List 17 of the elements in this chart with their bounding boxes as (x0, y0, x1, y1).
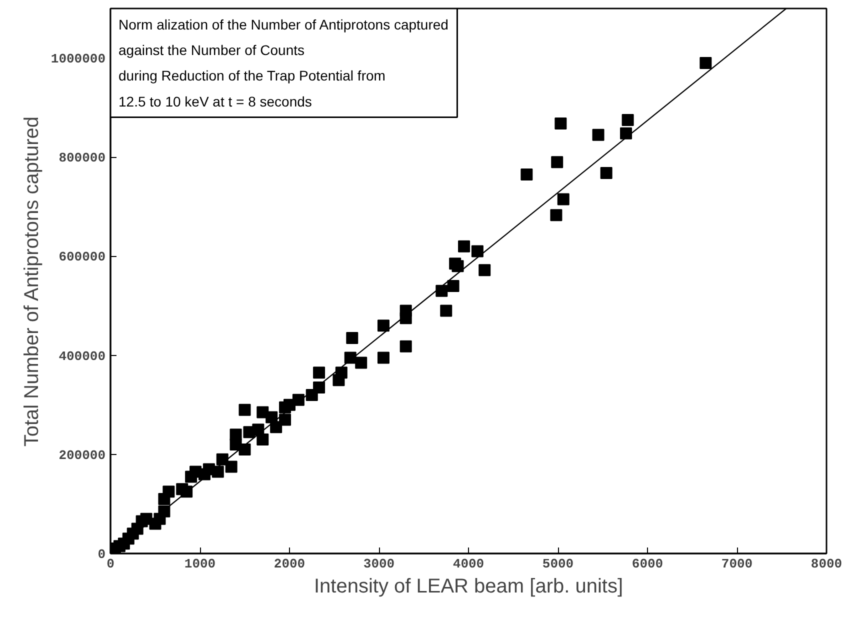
x-tick-label: 6000 (632, 556, 664, 572)
y-axis-title: Total Number of Antiprotons captured (20, 116, 43, 447)
x-tick-label: 4000 (452, 556, 484, 572)
x-tick-label: 1000 (184, 556, 216, 572)
text: Norm alization of the Number of Antiprotons captured against the Number of Counts during Reduction of the Trap Potential from 12.5 to 10 keV at t = 8 seconds (118, 16, 448, 110)
y-tick-label: 0 (98, 547, 106, 562)
y-tick-label: 1000000 (50, 52, 106, 67)
x-tick-label: 2000 (274, 556, 306, 572)
y-tick-label: 400000 (58, 348, 106, 364)
x-tick-label: 3000 (363, 556, 395, 572)
x-tick-label: 8000 (810, 556, 842, 572)
x-tick-label: 7000 (721, 556, 753, 572)
y-tick-label: 200000 (58, 448, 106, 463)
x-axis-title: Intensity of LEAR beam [arb. units] (314, 576, 624, 598)
y-tick-label: 800000 (58, 150, 106, 166)
x-tick-label: 5000 (542, 556, 574, 572)
y-tick-label: 600000 (58, 250, 106, 265)
